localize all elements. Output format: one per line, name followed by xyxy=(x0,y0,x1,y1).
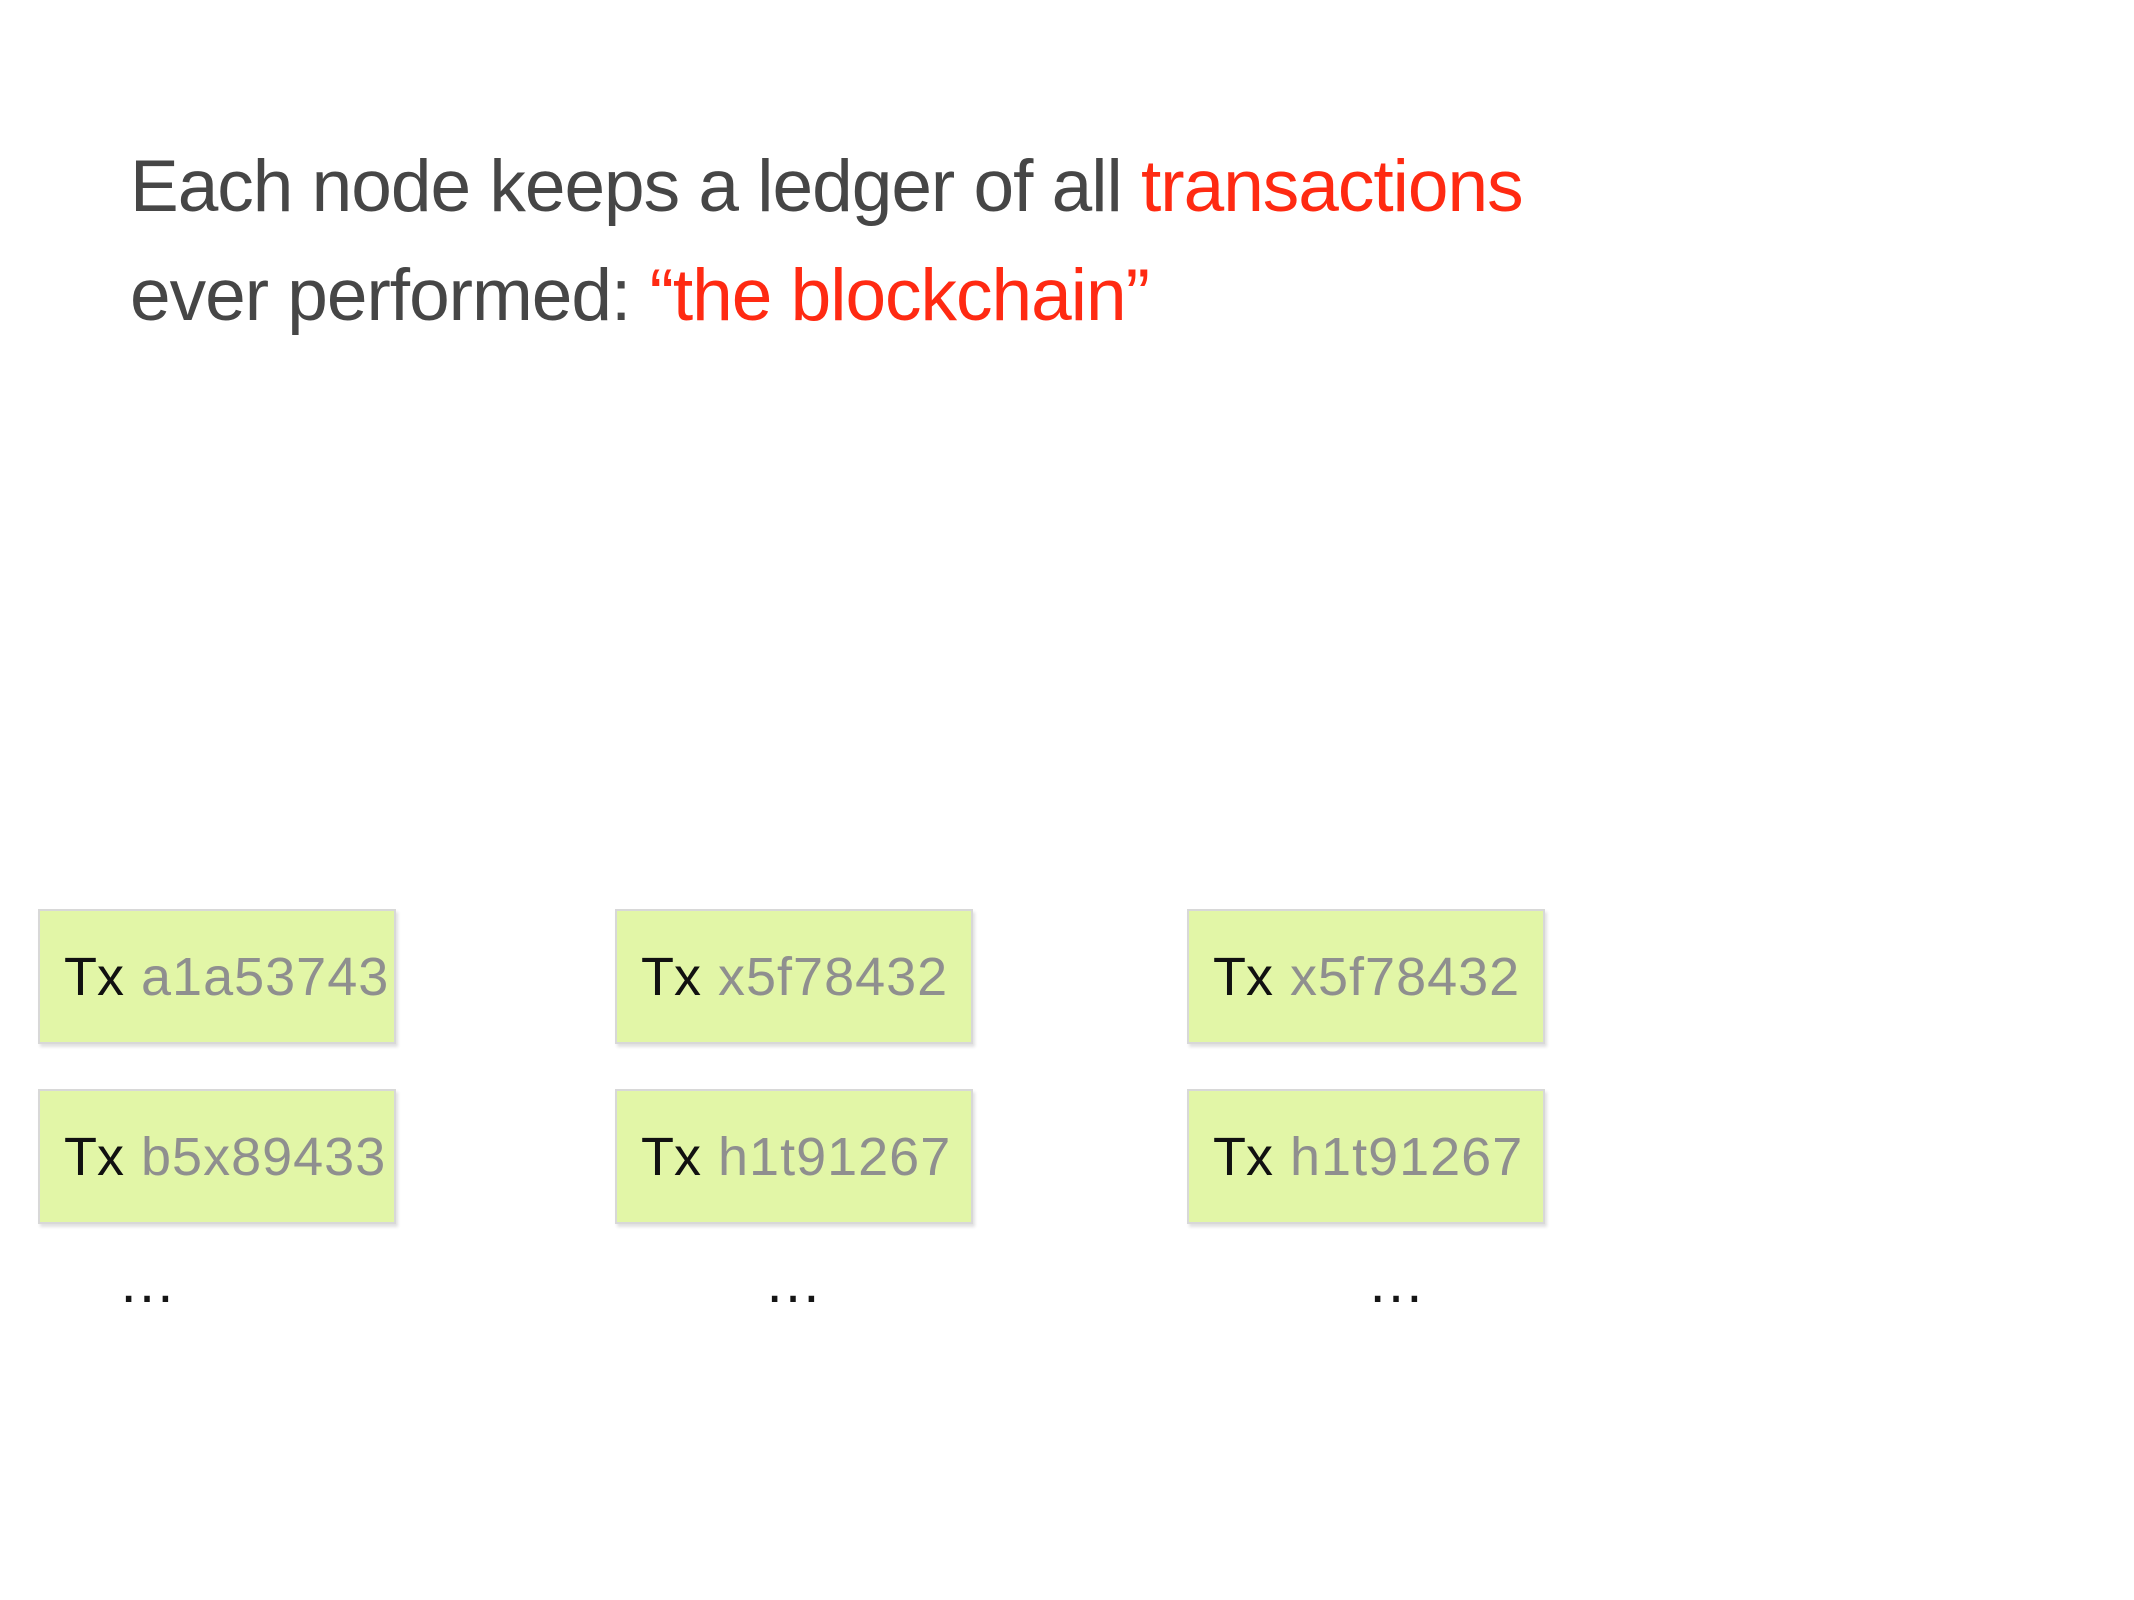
tx-id: x5f78432 xyxy=(718,946,949,1007)
tx-id: h1t91267 xyxy=(718,1126,952,1187)
title-line-1-highlight: transactions xyxy=(1141,146,1524,227)
tx-id: h1t91267 xyxy=(1290,1126,1524,1187)
title-line-1-text: Each node keeps a ledger of all xyxy=(130,146,1141,227)
tx-id: x5f78432 xyxy=(1290,946,1521,1007)
slide-title: Each node keeps a ledger of all transact… xyxy=(130,132,1524,350)
tx-label: Tx xyxy=(641,1126,701,1187)
transaction-box: Tx x5f78432 xyxy=(615,909,973,1044)
transaction-box: Tx h1t91267 xyxy=(615,1089,973,1224)
title-line-2-highlight: “the blockchain” xyxy=(649,255,1150,336)
tx-label: Tx xyxy=(1213,946,1273,1007)
transaction-box: Tx a1a53743 xyxy=(38,909,396,1044)
ledger-ellipsis: … xyxy=(118,1250,180,1315)
transaction-box: Tx b5x89433 xyxy=(38,1089,396,1224)
title-line-1: Each node keeps a ledger of all transact… xyxy=(130,132,1524,241)
transaction-box: Tx x5f78432 xyxy=(1187,909,1545,1044)
tx-id: b5x89433 xyxy=(141,1126,387,1187)
tx-label: Tx xyxy=(64,1126,124,1187)
transaction-box: Tx h1t91267 xyxy=(1187,1089,1545,1224)
title-line-2: ever performed: “the blockchain” xyxy=(130,241,1523,350)
ledger-ellipsis: … xyxy=(1367,1250,1429,1315)
tx-label: Tx xyxy=(1213,1126,1273,1187)
title-line-2-text: ever performed: xyxy=(130,255,650,336)
ledger-ellipsis: … xyxy=(764,1250,826,1315)
tx-label: Tx xyxy=(64,946,124,1007)
tx-label: Tx xyxy=(641,946,701,1007)
tx-id: a1a53743 xyxy=(141,946,390,1007)
